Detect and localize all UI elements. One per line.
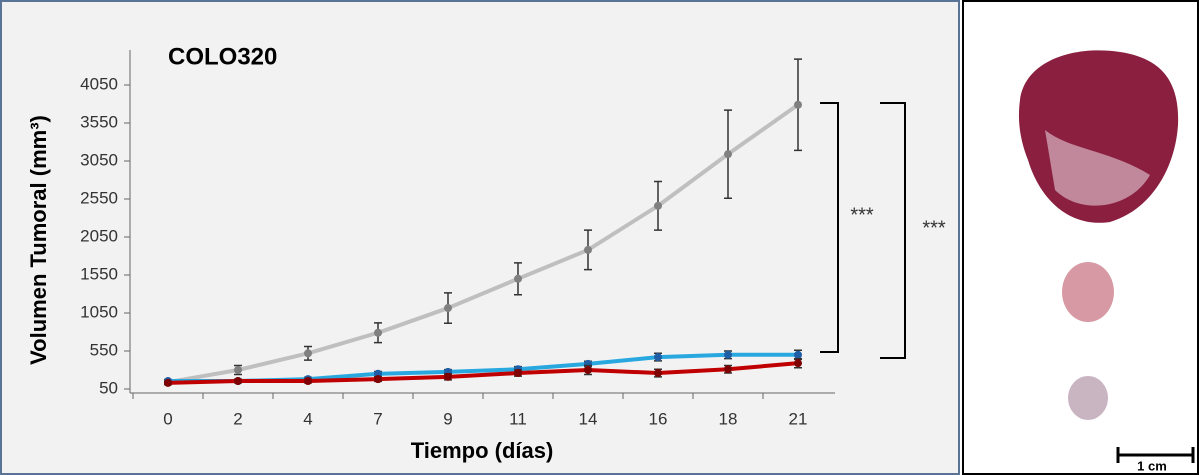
series-line <box>167 361 799 385</box>
x-axis-label: Tiempo (días) <box>411 438 554 463</box>
y-tick-label: 4050 <box>80 74 118 93</box>
x-tick-label: 2 <box>233 409 242 428</box>
data-point <box>374 375 382 384</box>
x-tick-label: 21 <box>789 409 808 428</box>
tumor-highlight <box>1045 130 1150 206</box>
y-tick-label: 1550 <box>80 264 118 283</box>
data-point <box>514 369 522 378</box>
data-point <box>444 372 452 381</box>
chart-title: COLO320 <box>168 43 277 70</box>
x-tick-label: 0 <box>163 409 172 428</box>
data-point <box>304 377 312 386</box>
data-point <box>164 378 172 387</box>
annotation: *** <box>850 204 874 226</box>
x-tick-label: 9 <box>443 409 452 428</box>
tumor-photos <box>1018 50 1179 420</box>
data-point <box>654 353 662 362</box>
data-point <box>794 359 802 368</box>
data-point <box>584 366 592 374</box>
scale-bar <box>1116 447 1195 463</box>
y-tick-label: 3050 <box>80 150 118 169</box>
data-point <box>654 201 662 210</box>
x-tick-label: 18 <box>719 409 738 428</box>
x-tick-label: 16 <box>649 409 668 428</box>
tumor-medium <box>1062 262 1114 322</box>
y-tick-label: 2550 <box>80 188 118 207</box>
y-tick-label: 2050 <box>80 226 118 245</box>
y-tick-label: 50 <box>99 378 118 397</box>
data-point <box>234 366 242 374</box>
y-tick-label: 550 <box>90 340 118 359</box>
tumor-small <box>1068 376 1108 420</box>
data-point <box>304 349 312 358</box>
y-tick-label: 3550 <box>80 112 118 131</box>
chart-panel <box>0 0 960 475</box>
data-point <box>514 274 522 283</box>
data-point <box>724 365 732 374</box>
data-point <box>584 245 592 254</box>
series-line <box>167 103 800 385</box>
y-axis-label: Volumen Tumoral (mm³) <box>26 115 51 365</box>
data-point <box>444 304 452 313</box>
data-point <box>794 100 802 109</box>
x-tick-label: 11 <box>509 409 527 428</box>
data-point <box>794 350 802 359</box>
annotation: *** <box>922 217 946 239</box>
x-tick-label: 14 <box>579 409 598 428</box>
significance-bracket <box>820 102 839 353</box>
data-point <box>654 369 662 378</box>
data-point <box>724 350 732 359</box>
data-point <box>234 377 242 386</box>
significance-bracket <box>880 102 906 359</box>
data-point <box>374 328 382 337</box>
data-point <box>724 150 732 159</box>
x-tick-label: 7 <box>373 409 382 428</box>
x-tick-label: 4 <box>303 409 312 428</box>
scale-bar-label: 1 cm <box>1137 458 1167 473</box>
y-tick-label: 1050 <box>80 302 118 321</box>
